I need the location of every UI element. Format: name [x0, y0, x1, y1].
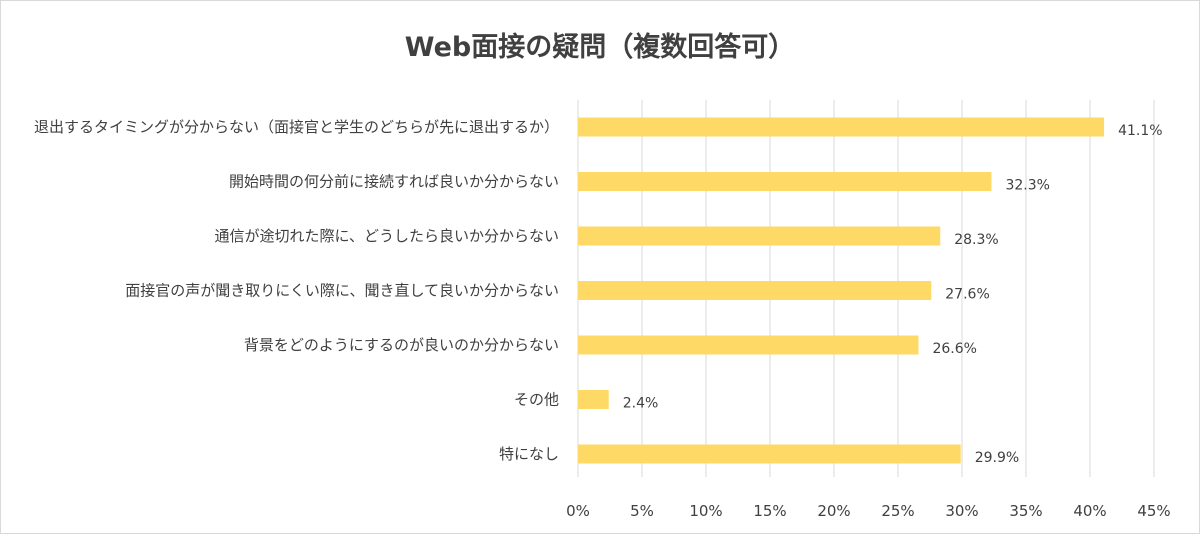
category-label: 特になし [499, 445, 559, 463]
category-label: 通信が途切れた際に、どうしたら良いか分からない [214, 227, 559, 245]
category-label: 面接官の声が聞き取りにくい際に、聞き直して良いか分からない [125, 282, 559, 300]
x-tick-label: 20% [817, 502, 850, 520]
value-label: 41.1% [1118, 123, 1162, 139]
x-tick-label: 0% [566, 502, 590, 520]
bar [578, 226, 941, 246]
x-tick-label: 30% [945, 502, 978, 520]
category-label: 退出するタイミングが分からない（面接官と学生のどちらが先に退出するか） [34, 118, 559, 136]
bar [578, 117, 1105, 137]
category-label: その他 [514, 391, 559, 409]
value-label: 32.3% [1005, 178, 1049, 194]
chart-title: Web面接の疑問（複数回答可） [404, 32, 796, 63]
bar [578, 281, 932, 300]
x-tick-label: 15% [753, 502, 786, 520]
x-tick-label: 40% [1073, 502, 1106, 520]
x-tick-label: 45% [1137, 502, 1170, 520]
value-label: 26.6% [932, 341, 976, 357]
bar [578, 444, 961, 464]
value-label: 2.4% [623, 396, 659, 412]
value-label: 28.3% [954, 232, 998, 248]
bar [578, 335, 919, 355]
value-label: 29.9% [975, 450, 1019, 466]
bar [578, 172, 992, 191]
bar [578, 390, 609, 409]
x-tick-label: 35% [1009, 502, 1042, 520]
x-tick-label: 10% [689, 502, 722, 520]
x-tick-label: 25% [881, 502, 914, 520]
value-label: 27.6% [945, 287, 989, 303]
category-label: 背景をどのようにするのが良いのか分からない [244, 336, 559, 354]
x-tick-label: 5% [630, 502, 654, 520]
category-label: 開始時間の何分前に接続すれば良いか分からない [229, 173, 559, 191]
